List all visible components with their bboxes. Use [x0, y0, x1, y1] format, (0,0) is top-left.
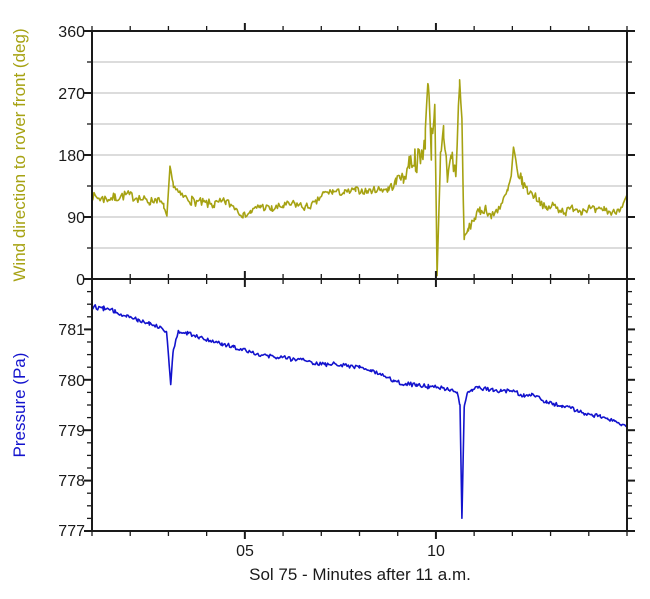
wind_direction_deg-line	[93, 79, 626, 277]
pressure-ytick-780: 780	[58, 373, 85, 390]
wind-axis-title: Wind direction to rover front (deg)	[10, 28, 29, 281]
x-axis-title: Sol 75 - Minutes after 11 a.m.	[249, 565, 471, 584]
pressure-ytick-777: 777	[58, 523, 85, 540]
pressure-panel-frame	[91, 278, 628, 532]
pressure-ytick-labels: 781 780 779 778 777	[58, 322, 85, 540]
xtick-10: 10	[427, 543, 445, 560]
xtick-05: 05	[236, 543, 254, 560]
wind-ytick-90: 90	[67, 210, 85, 227]
plot-render-layer	[84, 23, 635, 539]
wind-ytick-labels: 360 270 180 90 0	[58, 24, 85, 289]
wind-ytick-0: 0	[76, 272, 85, 289]
pressure-ytick-779: 779	[58, 423, 85, 440]
pressure-ytick-781: 781	[58, 322, 85, 339]
pressure_pa-line	[93, 304, 626, 520]
pressure-axis-title: Pressure (Pa)	[10, 353, 29, 458]
x-tick-labels: 05 10	[236, 543, 445, 560]
wind-ytick-360: 360	[58, 24, 85, 41]
wind-ytick-270: 270	[58, 86, 85, 103]
pressure-ytick-778: 778	[58, 473, 85, 490]
wind-ytick-180: 180	[58, 148, 85, 165]
